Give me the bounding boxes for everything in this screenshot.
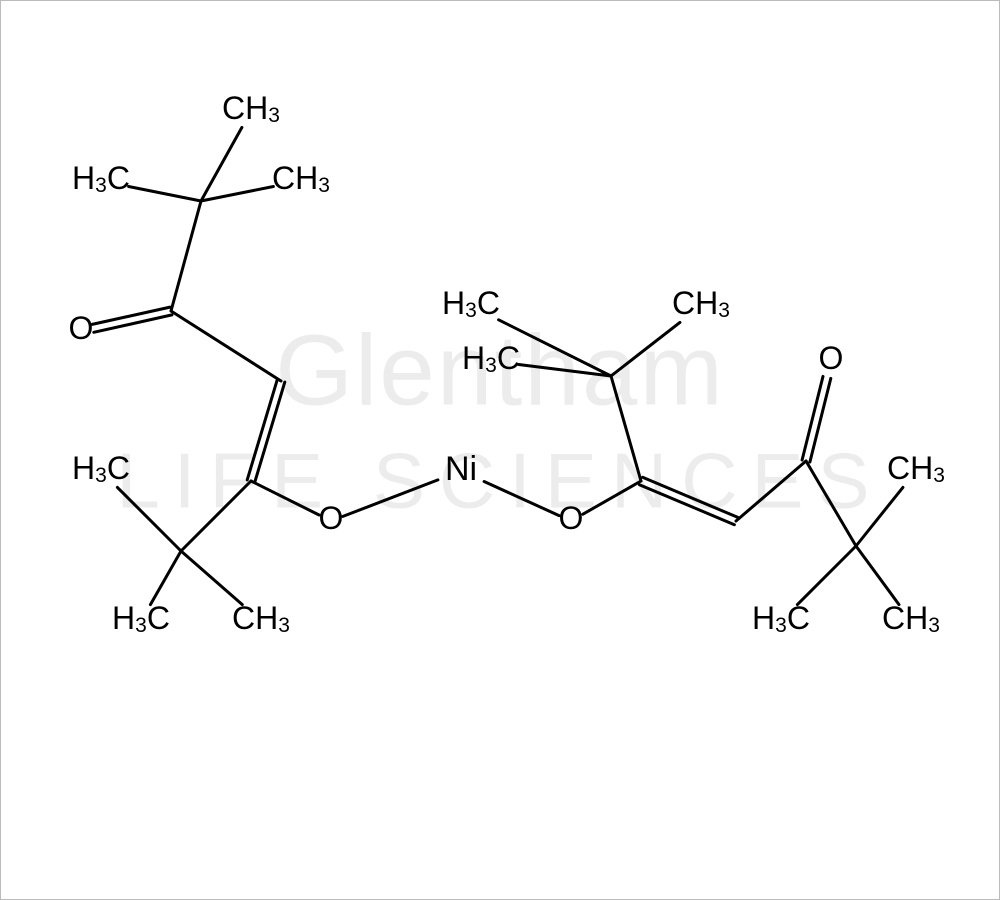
svg-text:H3C: H3C: [442, 285, 500, 321]
atom-O_right: O: [819, 340, 844, 376]
atom-CH3_rbr: CH3: [882, 600, 940, 636]
svg-text:H3C: H3C: [112, 600, 170, 636]
atom-H3C_bl: H3C: [112, 600, 170, 636]
svg-text:CH3: CH3: [222, 90, 280, 126]
svg-text:H3C: H3C: [72, 450, 130, 486]
svg-text:Ni: Ni: [445, 450, 477, 488]
atom-Ni: Ni: [445, 450, 477, 488]
svg-text:CH3: CH3: [882, 600, 940, 636]
svg-text:O: O: [69, 310, 94, 346]
svg-text:CH3: CH3: [672, 285, 730, 321]
svg-text:H3C: H3C: [462, 340, 520, 376]
atom-H3C_rt: H3C: [442, 285, 500, 321]
atom-CH3_tr: CH3: [272, 160, 330, 196]
atom-O_under_L: O: [319, 500, 344, 536]
atom-CH3_rtr: CH3: [672, 285, 730, 321]
svg-text:CH3: CH3: [272, 160, 330, 196]
structure-canvas: Glentham LIFE SCIENCES OH3CCH3CH3H3CH3CC…: [0, 0, 1000, 900]
atom-CH3_tc: CH3: [222, 90, 280, 126]
svg-text:H3C: H3C: [72, 160, 130, 196]
atoms-layer: O H3C CH3 CH3 H3C H3C CH3 O Ni O H3C H3C CH3 O CH3 H3C C…: [69, 90, 945, 636]
svg-text:O: O: [319, 500, 344, 536]
svg-text:O: O: [819, 340, 844, 376]
svg-text:CH3: CH3: [232, 600, 290, 636]
atom-H3C_tl: H3C: [72, 160, 130, 196]
svg-text:H3C: H3C: [752, 600, 810, 636]
molecule-svg: O H3C CH3 CH3 H3C H3C CH3 O Ni O H3C H3C CH3 O CH3 H3C C…: [1, 1, 1000, 900]
atom-O_under_R: O: [559, 500, 584, 536]
atom-H3C_rb: H3C: [752, 600, 810, 636]
svg-text:O: O: [559, 500, 584, 536]
atom-H3C_rtl: H3C: [462, 340, 520, 376]
svg-text:CH3: CH3: [887, 450, 945, 486]
atom-CH3_bc: CH3: [232, 600, 290, 636]
atom-H3C_ml: H3C: [72, 450, 130, 486]
atom-CH3_rr: CH3: [887, 450, 945, 486]
atom-O_left: O: [69, 310, 94, 346]
